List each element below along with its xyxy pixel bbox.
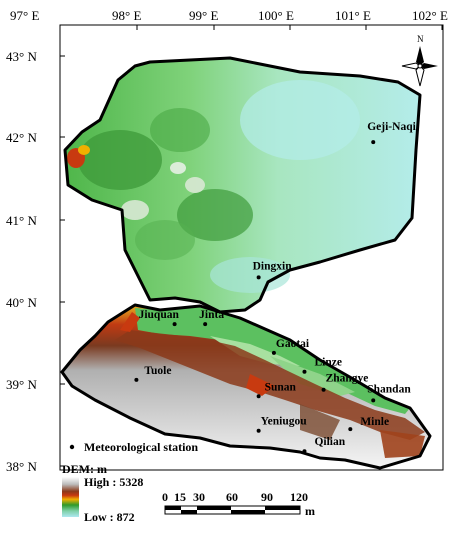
scale-bar: 0 15 30 60 90 120 m	[162, 490, 315, 518]
lon-tick-97: 97° E	[10, 8, 39, 23]
lat-tick-42: 42° N	[6, 130, 37, 145]
legend-dem-high: High : 5328	[84, 475, 143, 489]
scale-tick-15: 15	[174, 490, 186, 504]
north-arrow: N	[401, 34, 438, 87]
latitude-axis: 43° N 42° N 41° N 40° N 39° N 38° N	[6, 49, 65, 474]
legend-station: Meteorological station	[69, 440, 198, 454]
station-marker-sunan	[256, 394, 261, 399]
station-marker-jiuquan	[172, 322, 177, 327]
scale-tick-30: 30	[193, 490, 205, 504]
legend-dem-low: Low : 872	[84, 510, 135, 524]
northern-basin	[65, 58, 420, 312]
lon-tick-101: 101° E	[335, 8, 371, 23]
scale-unit: m	[305, 504, 315, 518]
station-label-jinta: Jinta	[199, 309, 224, 321]
lat-tick-41: 41° N	[6, 213, 37, 228]
station-marker-shandan	[371, 398, 376, 403]
lon-tick-102: 102° E	[412, 8, 448, 23]
station-marker-tuole	[134, 377, 139, 382]
lat-tick-40: 40° N	[6, 295, 37, 310]
station-marker-minle	[348, 427, 353, 432]
station-marker-zhangye	[321, 387, 326, 392]
legend-dem-title: DEM: m	[62, 462, 107, 476]
station-marker-geji-naqi	[371, 140, 376, 145]
station-label-geji-naqi: Geji-Naqi	[367, 121, 416, 133]
station-label-linze: Linze	[314, 357, 341, 369]
station-label-sunan: Sunan	[265, 381, 297, 393]
station-label-gaotai: Gaotai	[276, 338, 310, 350]
longitude-axis: 97° E 98° E 99° E 100° E 101° E 102° E	[10, 8, 448, 30]
south-boundary	[60, 303, 432, 470]
station-marker-qilian	[302, 449, 307, 454]
lat-tick-43: 43° N	[6, 49, 37, 64]
station-marker-gaotai	[271, 350, 276, 355]
dem-color-ramp	[62, 477, 79, 517]
legend-dem: DEM: m High : 5328 Low : 872	[62, 462, 143, 524]
station-marker-dingxin	[256, 275, 261, 280]
station-layer: Geji-Naqi Dingxin Jiuquan Jinta Gaotai Tuole L…	[134, 121, 417, 454]
lat-tick-39: 39° N	[6, 377, 37, 392]
lon-tick-100: 100° E	[258, 8, 294, 23]
scale-tick-0: 0	[162, 490, 168, 504]
legend-station-label: Meteorological station	[84, 440, 198, 454]
lon-tick-98: 98° E	[112, 8, 141, 23]
station-label-yeniugou: Yeniugou	[261, 416, 308, 428]
lat-tick-38: 38° N	[6, 459, 37, 474]
lon-tick-99: 99° E	[189, 8, 218, 23]
scale-tick-60: 60	[226, 490, 238, 504]
scale-tick-120: 120	[290, 490, 308, 504]
station-label-minle: Minle	[360, 416, 389, 428]
station-marker-jinta	[203, 322, 208, 327]
north-arrow-label: N	[417, 34, 424, 44]
scale-tick-90: 90	[261, 490, 273, 504]
station-label-tuole: Tuole	[144, 365, 171, 377]
station-label-qilian: Qilian	[314, 436, 345, 448]
southern-mountains	[62, 305, 430, 468]
station-label-jiuquan: Jiuquan	[139, 309, 180, 321]
north-boundary	[63, 56, 422, 314]
station-marker-yeniugou	[256, 428, 261, 433]
station-marker-linze	[302, 369, 307, 374]
station-label-dingxin: Dingxin	[253, 260, 293, 272]
station-label-zhangye: Zhangye	[326, 373, 369, 385]
station-label-shandan: Shandan	[367, 383, 411, 395]
